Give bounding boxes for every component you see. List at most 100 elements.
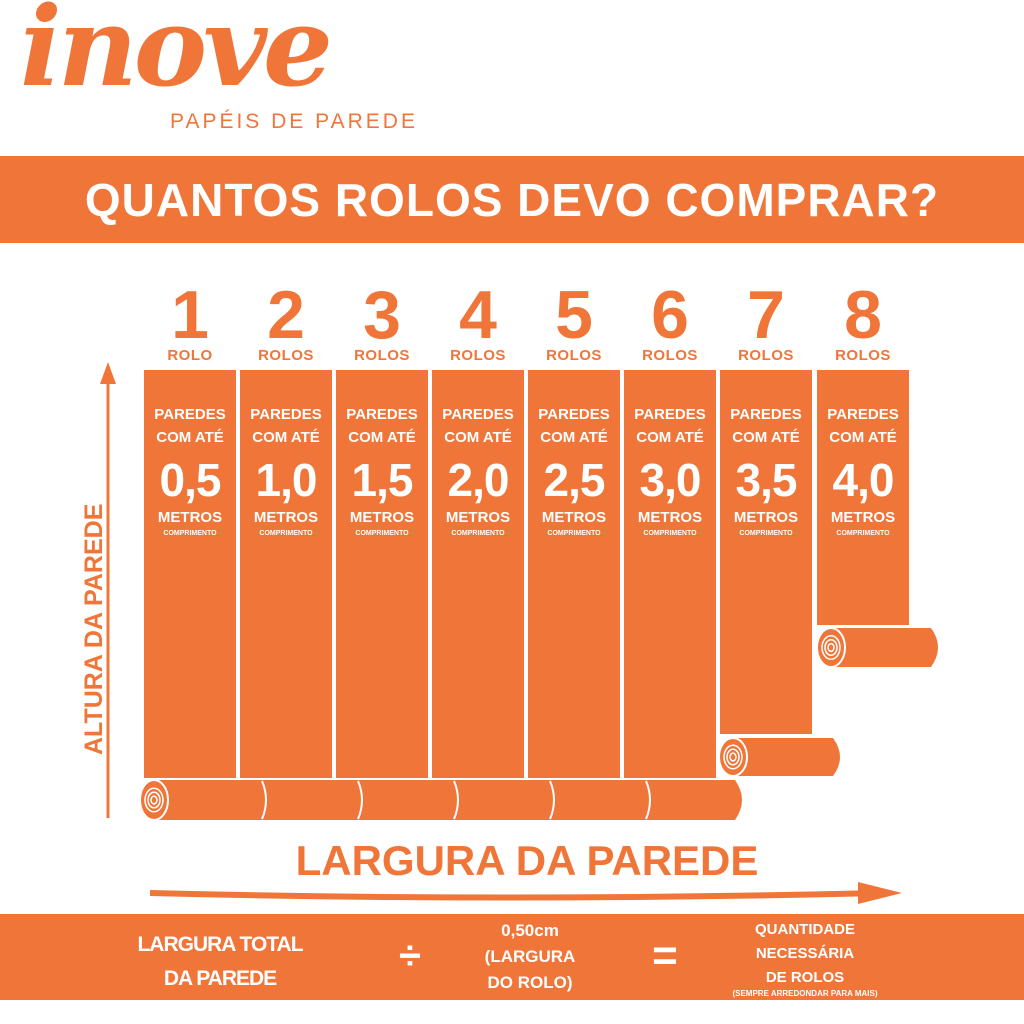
formula-mid-line1: 0,50cm: [501, 921, 559, 940]
roll-spiral: [144, 787, 164, 813]
roll-8: [829, 628, 938, 667]
length-value: 2,0: [447, 454, 510, 506]
formula-roll-width: 0,50cm (LARGURA DO ROLO): [460, 918, 600, 996]
roll-count: 4: [459, 277, 497, 353]
roll-unit: ROLOS: [354, 347, 410, 364]
roll-spiral: [827, 642, 835, 653]
length-label: COMPRIMENTO: [643, 530, 697, 537]
length-label: COMPRIMENTO: [259, 530, 313, 537]
formula-banner: LARGURA TOTAL DA PAREDE ÷ 0,50cm (LARGURA D…: [0, 914, 1024, 1000]
walls-label-line2: COM ATÉ: [444, 429, 512, 446]
wallpaper-strip: PAREDES COM ATÉ 2,0 METROS COMPRIMENTO: [432, 370, 524, 778]
roll-seam: [261, 780, 267, 820]
walls-label-line1: PAREDES: [634, 406, 706, 423]
meters-label: METROS: [637, 509, 703, 526]
formula-mid-line3: DO ROLO): [487, 973, 573, 992]
meters-label: METROS: [733, 509, 799, 526]
width-arrow: [149, 890, 881, 901]
meters-label: METROS: [253, 509, 319, 526]
roll-count: 5: [555, 277, 593, 353]
roll-unit: ROLOS: [835, 347, 891, 364]
length-value: 0,5: [159, 454, 222, 506]
walls-label: PAREDES COM ATÉ: [720, 403, 812, 449]
roll-spiral: [726, 748, 740, 766]
walls-label: PAREDES COM ATÉ: [240, 403, 332, 449]
walls-label: PAREDES COM ATÉ: [817, 403, 909, 449]
walls-label-line1: PAREDES: [827, 406, 899, 423]
length-label: COMPRIMENTO: [547, 530, 601, 537]
wallpaper-strip: PAREDES COM ATÉ 1,0 METROS COMPRIMENTO: [240, 370, 332, 778]
roll-spiral: [821, 635, 841, 660]
axis-label-height: ALTURA DA PAREDE: [80, 503, 108, 755]
width-arrow-head: [858, 882, 902, 904]
walls-label-line2: COM ATÉ: [732, 429, 800, 446]
length-value: 4,0: [832, 454, 895, 506]
roll-seam: [453, 780, 459, 820]
roll-7: [731, 738, 840, 776]
walls-label-line2: COM ATÉ: [829, 429, 897, 446]
length-label: COMPRIMENTO: [355, 530, 409, 537]
walls-label: PAREDES COM ATÉ: [528, 403, 620, 449]
rounding-note: (SEMPRE ARREDONDAR PARA MAIS): [732, 989, 878, 998]
walls-label-line1: PAREDES: [730, 406, 802, 423]
walls-label-line2: COM ATÉ: [636, 429, 704, 446]
walls-label: PAREDES COM ATÉ: [624, 403, 716, 449]
roll-spiral: [723, 744, 743, 770]
roll-unit: ROLOS: [450, 347, 506, 364]
walls-label-line2: COM ATÉ: [252, 429, 320, 446]
wallpaper-strip: PAREDES COM ATÉ 1,5 METROS COMPRIMENTO: [336, 370, 428, 778]
walls-label: PAREDES COM ATÉ: [144, 403, 236, 449]
meters-label: METROS: [445, 509, 511, 526]
formula-left-line2: DA PAREDE: [163, 967, 277, 990]
wallpaper-strip: PAREDES COM ATÉ 3,0 METROS COMPRIMENTO: [624, 370, 716, 778]
formula-result: QUANTIDADE NECESSÁRIA DE ROLOS (SEMPRE ARR…: [690, 918, 920, 998]
page-title: QUANTOS ROLOS DEVO COMPRAR?: [84, 173, 940, 226]
length-label: COMPRIMENTO: [451, 530, 505, 537]
wallpaper-strip: PAREDES COM ATÉ 2,5 METROS COMPRIMENTO: [528, 370, 620, 778]
roll-seam: [357, 780, 363, 820]
meters-label: METROS: [541, 509, 607, 526]
roll-unit: ROLOS: [258, 347, 314, 364]
walls-label-line1: PAREDES: [442, 406, 514, 423]
walls-label-line1: PAREDES: [250, 406, 322, 423]
walls-label-line2: COM ATÉ: [540, 429, 608, 446]
roll-count: 1: [171, 277, 209, 353]
walls-label-line2: COM ATÉ: [348, 429, 416, 446]
logo-wordmark: inove: [20, 0, 333, 111]
roll-spiral: [147, 791, 161, 809]
length-value: 1,0: [255, 454, 318, 506]
roll-unit: ROLOS: [738, 347, 794, 364]
roll-count: 2: [267, 277, 305, 353]
roll-spiral: [150, 795, 158, 805]
roll-count: 7: [747, 277, 785, 353]
roll-seam: [645, 780, 651, 820]
walls-label: PAREDES COM ATÉ: [432, 403, 524, 449]
axis-label-width: LARGURA DA PAREDE: [295, 837, 759, 884]
roll-unit: ROLO: [167, 347, 213, 364]
length-value: 2,5: [543, 454, 606, 506]
roll-end-icon: [139, 779, 169, 821]
walls-label: PAREDES COM ATÉ: [336, 403, 428, 449]
meters-label: METROS: [157, 509, 223, 526]
length-value: 1,5: [351, 454, 414, 506]
length-value: 3,5: [735, 454, 798, 506]
length-label: COMPRIMENTO: [163, 530, 217, 537]
walls-label-line2: COM ATÉ: [156, 429, 224, 446]
formula-right-line1: QUANTIDADE: [755, 921, 855, 938]
roll-seam: [549, 780, 555, 820]
walls-label-line1: PAREDES: [346, 406, 418, 423]
roll-unit: ROLOS: [642, 347, 698, 364]
length-label: COMPRIMENTO: [739, 530, 793, 537]
floor-roll: [152, 780, 742, 820]
length-label: COMPRIMENTO: [836, 530, 890, 537]
wallpaper-strip: PAREDES COM ATÉ 3,5 METROS COMPRIMENTO: [720, 370, 812, 734]
roll-spiral: [729, 752, 737, 762]
height-arrow-head: [100, 362, 116, 384]
formula-total-width: LARGURA TOTAL DA PAREDE: [100, 928, 340, 996]
formula-left-line1: LARGURA TOTAL: [137, 933, 303, 956]
formula-mid-line2: (LARGURA: [484, 947, 576, 966]
roll-count: 3: [363, 277, 401, 353]
roll-end-icon: [718, 737, 748, 777]
walls-label-line1: PAREDES: [538, 406, 610, 423]
